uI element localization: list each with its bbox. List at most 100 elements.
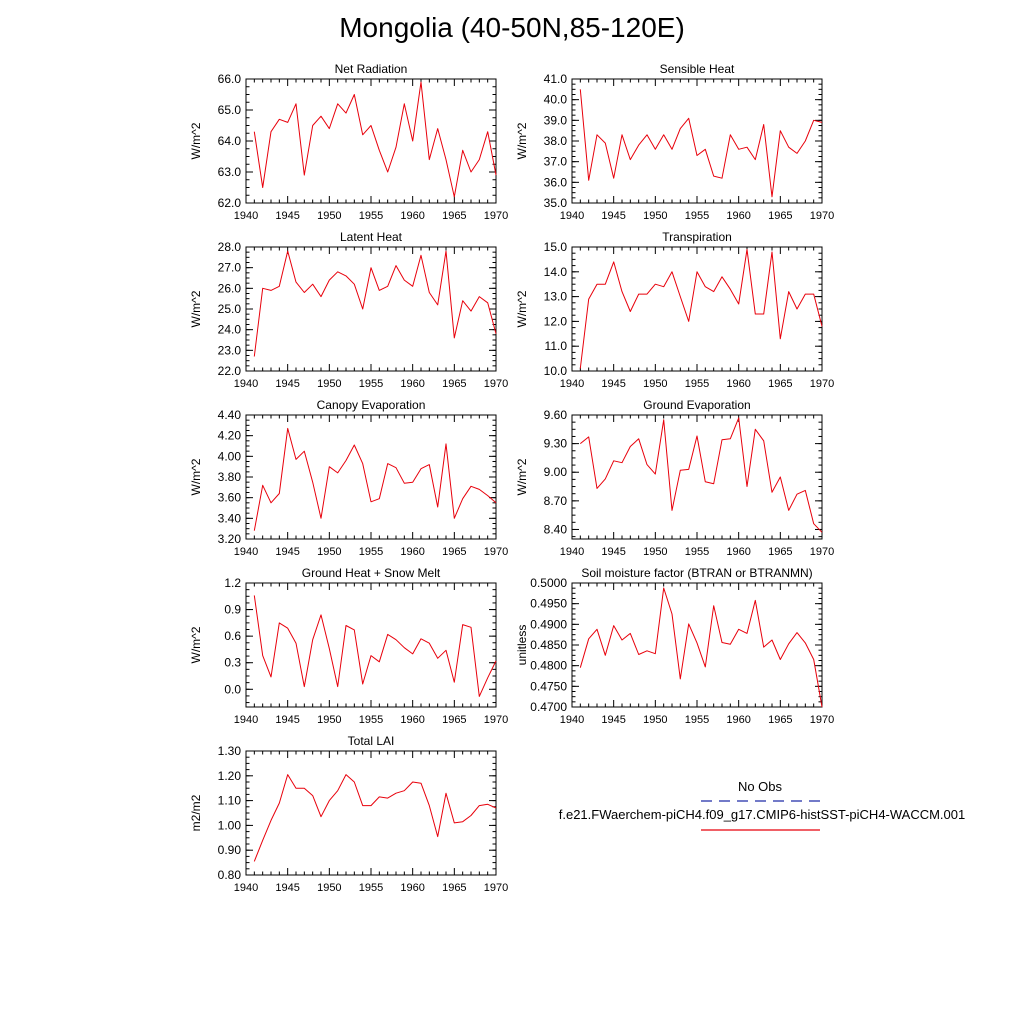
y-tick-label: 0.0 <box>224 682 241 696</box>
y-tick-label: 0.90 <box>218 843 242 857</box>
y-tick-label: 0.3 <box>224 656 241 670</box>
chart-panel: Soil moisture factor (BTRAN or BTRANMN) u… <box>515 566 834 726</box>
y-tick-label: 1.10 <box>218 794 242 808</box>
plot-frame <box>245 246 497 372</box>
y-tick-label: 26.0 <box>218 281 242 295</box>
panel-title: Net Radiation <box>335 62 408 76</box>
x-tick-label: 1965 <box>768 714 792 726</box>
y-tick-label: 0.4800 <box>530 659 567 673</box>
y-tick-label: 65.0 <box>218 103 242 117</box>
x-tick-label: 1960 <box>400 714 424 726</box>
y-tick-label: 0.6 <box>224 629 241 643</box>
y-tick-label: 12.0 <box>544 314 568 328</box>
x-tick-label: 1945 <box>275 882 299 894</box>
series-line <box>579 249 823 369</box>
y-tick-label: 37.0 <box>544 155 568 169</box>
plot-frame <box>571 246 823 372</box>
y-tick-label: 63.0 <box>218 165 242 179</box>
plot-frame <box>245 582 497 708</box>
x-tick-label: 1960 <box>400 546 424 558</box>
x-tick-label: 1960 <box>726 378 750 390</box>
x-tick-label: 1955 <box>359 882 383 894</box>
y-axis-label: W/m^2 <box>515 122 529 159</box>
y-axis-label: W/m^2 <box>189 626 203 663</box>
x-tick-label: 1960 <box>726 546 750 558</box>
plot-frame <box>571 582 823 708</box>
y-tick-label: 4.40 <box>218 408 242 422</box>
y-tick-label: 13.0 <box>544 290 568 304</box>
panel-title: Ground Heat + Snow Melt <box>302 566 441 580</box>
y-tick-label: 27.0 <box>218 261 242 275</box>
panel-title: Soil moisture factor (BTRAN or BTRANMN) <box>581 566 812 580</box>
y-tick-label: 0.4850 <box>530 638 567 652</box>
x-tick-label: 1960 <box>726 714 750 726</box>
x-tick-label: 1970 <box>484 210 508 222</box>
y-tick-label: 8.70 <box>544 494 568 508</box>
x-tick-label: 1955 <box>359 546 383 558</box>
y-tick-label: 40.0 <box>544 93 568 107</box>
y-axis-label: W/m^2 <box>515 290 529 327</box>
x-tick-label: 1970 <box>484 546 508 558</box>
y-axis-label: m2/m2 <box>189 794 203 831</box>
x-tick-label: 1965 <box>442 882 466 894</box>
y-tick-label: 0.4700 <box>530 700 567 714</box>
y-tick-label: 0.4950 <box>530 597 567 611</box>
chart-panel: Net Radiation W/m^2 1940 1945 1950 1955 1960 19… <box>189 62 508 222</box>
x-tick-label: 1970 <box>484 714 508 726</box>
y-tick-label: 0.80 <box>218 868 242 882</box>
panel-title: Transpiration <box>662 230 732 244</box>
y-tick-label: 1.30 <box>218 744 242 758</box>
x-tick-label: 1940 <box>560 210 584 222</box>
y-tick-label: 25.0 <box>218 302 242 316</box>
plot-frame <box>571 414 823 540</box>
y-tick-label: 1.00 <box>218 818 242 832</box>
x-tick-label: 1960 <box>400 882 424 894</box>
x-tick-label: 1955 <box>685 546 709 558</box>
y-tick-label: 38.0 <box>544 134 568 148</box>
y-tick-label: 3.80 <box>218 470 242 484</box>
x-tick-label: 1965 <box>442 378 466 390</box>
y-tick-label: 39.0 <box>544 113 568 127</box>
y-tick-label: 66.0 <box>218 72 242 86</box>
y-tick-label: 9.30 <box>544 437 568 451</box>
legend-obs-line <box>701 800 820 802</box>
chart-panel: Ground Evaporation W/m^2 1940 1945 1950 1955 1… <box>515 398 834 558</box>
series-line <box>253 427 497 531</box>
y-tick-label: 10.0 <box>544 364 568 378</box>
y-tick-label: 3.40 <box>218 511 242 525</box>
series-line <box>579 417 823 533</box>
y-axis-label: W/m^2 <box>189 458 203 495</box>
x-tick-label: 1945 <box>275 378 299 390</box>
x-tick-label: 1940 <box>234 210 258 222</box>
series-line <box>253 774 497 862</box>
x-tick-label: 1965 <box>442 210 466 222</box>
panel-title: Latent Heat <box>340 230 403 244</box>
x-tick-label: 1955 <box>685 714 709 726</box>
chart-panel: Latent Heat W/m^2 1940 1945 1950 1955 1960 1965… <box>189 230 508 390</box>
y-axis-label: W/m^2 <box>515 458 529 495</box>
y-tick-label: 0.4750 <box>530 679 567 693</box>
x-tick-label: 1970 <box>484 378 508 390</box>
y-tick-label: 14.0 <box>544 265 568 279</box>
chart-panel: Canopy Evaporation W/m^2 1940 1945 1950 1955 1… <box>189 398 508 558</box>
x-tick-label: 1950 <box>317 882 341 894</box>
x-tick-label: 1965 <box>442 714 466 726</box>
x-tick-label: 1960 <box>726 210 750 222</box>
y-tick-label: 64.0 <box>218 134 242 148</box>
y-tick-label: 11.0 <box>545 339 568 353</box>
x-tick-label: 1950 <box>643 714 667 726</box>
series-line <box>253 595 497 697</box>
y-tick-label: 4.00 <box>218 449 242 463</box>
y-axis-label: W/m^2 <box>189 122 203 159</box>
y-tick-label: 3.20 <box>218 532 242 546</box>
panel-title: Ground Evaporation <box>643 398 750 412</box>
x-tick-label: 1945 <box>601 546 625 558</box>
y-tick-label: 35.0 <box>544 196 568 210</box>
y-tick-label: 22.0 <box>218 364 242 378</box>
series-line <box>579 89 823 198</box>
x-tick-label: 1940 <box>234 882 258 894</box>
x-tick-label: 1965 <box>768 210 792 222</box>
x-tick-label: 1940 <box>560 378 584 390</box>
plot-frame <box>245 750 497 876</box>
